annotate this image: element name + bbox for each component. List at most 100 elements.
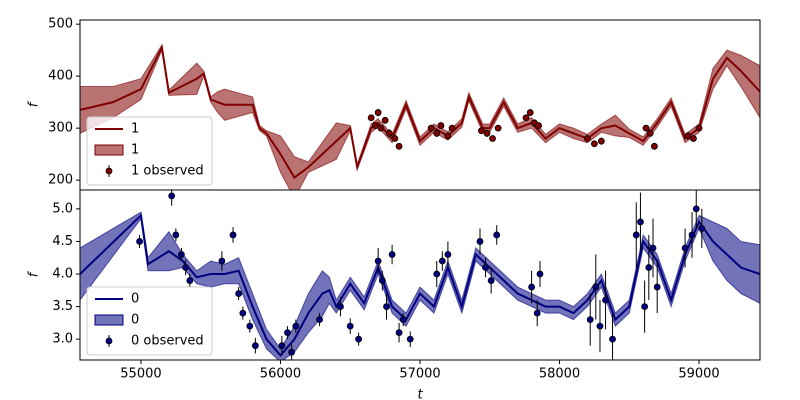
observed-point	[688, 231, 696, 239]
observed-point	[584, 135, 591, 142]
x-tick-label: 55000	[120, 367, 161, 382]
observed-point	[235, 290, 243, 297]
observed-point	[433, 270, 441, 278]
legend-label: 1	[131, 143, 139, 158]
observed-point	[590, 140, 598, 148]
observed-point	[383, 303, 390, 310]
observed-point	[646, 129, 654, 137]
observed-point	[136, 238, 143, 245]
observed-point	[427, 124, 435, 132]
legend-box	[86, 286, 213, 356]
observed-point	[535, 122, 542, 129]
observed-point	[684, 132, 692, 140]
observed-point	[526, 109, 534, 116]
observed-point	[487, 277, 495, 284]
legend-box	[86, 116, 213, 186]
legend-band-swatch	[94, 314, 124, 326]
y-tick-label: 4.5	[52, 234, 73, 249]
observed-point	[278, 342, 286, 350]
observed-point	[476, 238, 484, 245]
observed-point	[592, 283, 600, 291]
y-tick-label: 3.5	[52, 299, 73, 314]
observed-point	[391, 135, 399, 142]
x-tick-label: 57000	[399, 367, 440, 382]
y-tick-label: 200	[48, 173, 73, 188]
observed-point	[316, 316, 323, 324]
confidence-band	[80, 211, 760, 360]
x-tick-label: 59000	[678, 367, 719, 382]
legend-band-swatch	[94, 144, 124, 156]
observed-point	[246, 322, 254, 330]
x-axis-label: t	[417, 388, 423, 400]
observed-point	[493, 231, 501, 239]
observed-point	[494, 124, 502, 132]
observed-point	[482, 264, 489, 271]
observed-point	[292, 322, 300, 330]
y-tick-label: 300	[48, 121, 73, 136]
legend-label: 1 observed	[131, 164, 204, 179]
observed-point	[637, 218, 644, 226]
observed-point	[374, 257, 382, 265]
observed-point	[239, 309, 247, 317]
legend-label: 0	[131, 292, 139, 307]
observed-point	[477, 127, 485, 135]
observed-point	[597, 137, 605, 145]
observed-point	[186, 277, 194, 284]
y-tick-label: 5.0	[52, 201, 73, 216]
observed-point	[536, 270, 544, 278]
legend-point-swatch	[105, 337, 113, 345]
legend-label: 1	[131, 122, 139, 137]
observed-point	[178, 251, 185, 258]
y-axis-label: f	[27, 270, 42, 277]
y-tick-label: 4.0	[52, 267, 73, 282]
observed-point	[653, 283, 661, 291]
plot-area	[80, 190, 760, 360]
observed-point	[448, 124, 456, 132]
observed-point	[645, 264, 653, 271]
observed-point	[444, 251, 452, 258]
confidence-band	[80, 43, 760, 190]
x-tick-label: 58000	[539, 367, 580, 382]
observed-point	[388, 251, 396, 258]
observed-point	[182, 264, 190, 271]
observed-point	[698, 225, 706, 232]
fit-line	[80, 213, 760, 357]
observed-point	[642, 124, 650, 132]
legend-label: 0	[131, 313, 139, 328]
observed-point	[690, 135, 697, 142]
observed-point	[346, 322, 354, 330]
observed-point	[395, 329, 403, 337]
observed-point	[377, 124, 385, 132]
observed-point	[168, 192, 176, 200]
plot-area	[80, 43, 760, 190]
observed-point	[437, 122, 445, 129]
observed-point	[641, 303, 649, 310]
observed-point	[596, 322, 604, 330]
observed-point	[695, 124, 703, 132]
observed-point	[632, 231, 640, 239]
x-tick-label: 56000	[260, 367, 301, 382]
observed-point	[288, 348, 296, 356]
observed-point	[438, 257, 446, 265]
y-tick-label: 3.0	[52, 332, 73, 347]
y-tick-label: 400	[48, 69, 73, 84]
observed-point	[378, 277, 386, 284]
observed-point	[385, 129, 393, 137]
y-tick-label: 500	[48, 17, 73, 32]
observed-point	[602, 296, 609, 304]
observed-point	[406, 335, 414, 343]
observed-point	[528, 283, 536, 291]
observed-point	[374, 109, 382, 116]
observed-point	[692, 205, 700, 213]
observed-point	[609, 335, 616, 343]
observed-point	[522, 114, 530, 122]
observed-point	[367, 114, 375, 122]
observed-point	[483, 129, 491, 137]
observed-point	[172, 231, 180, 239]
observed-point	[489, 135, 496, 142]
legend-point-swatch	[105, 167, 113, 175]
observed-point	[586, 316, 594, 324]
observed-point	[650, 142, 658, 150]
observed-point	[355, 335, 363, 343]
